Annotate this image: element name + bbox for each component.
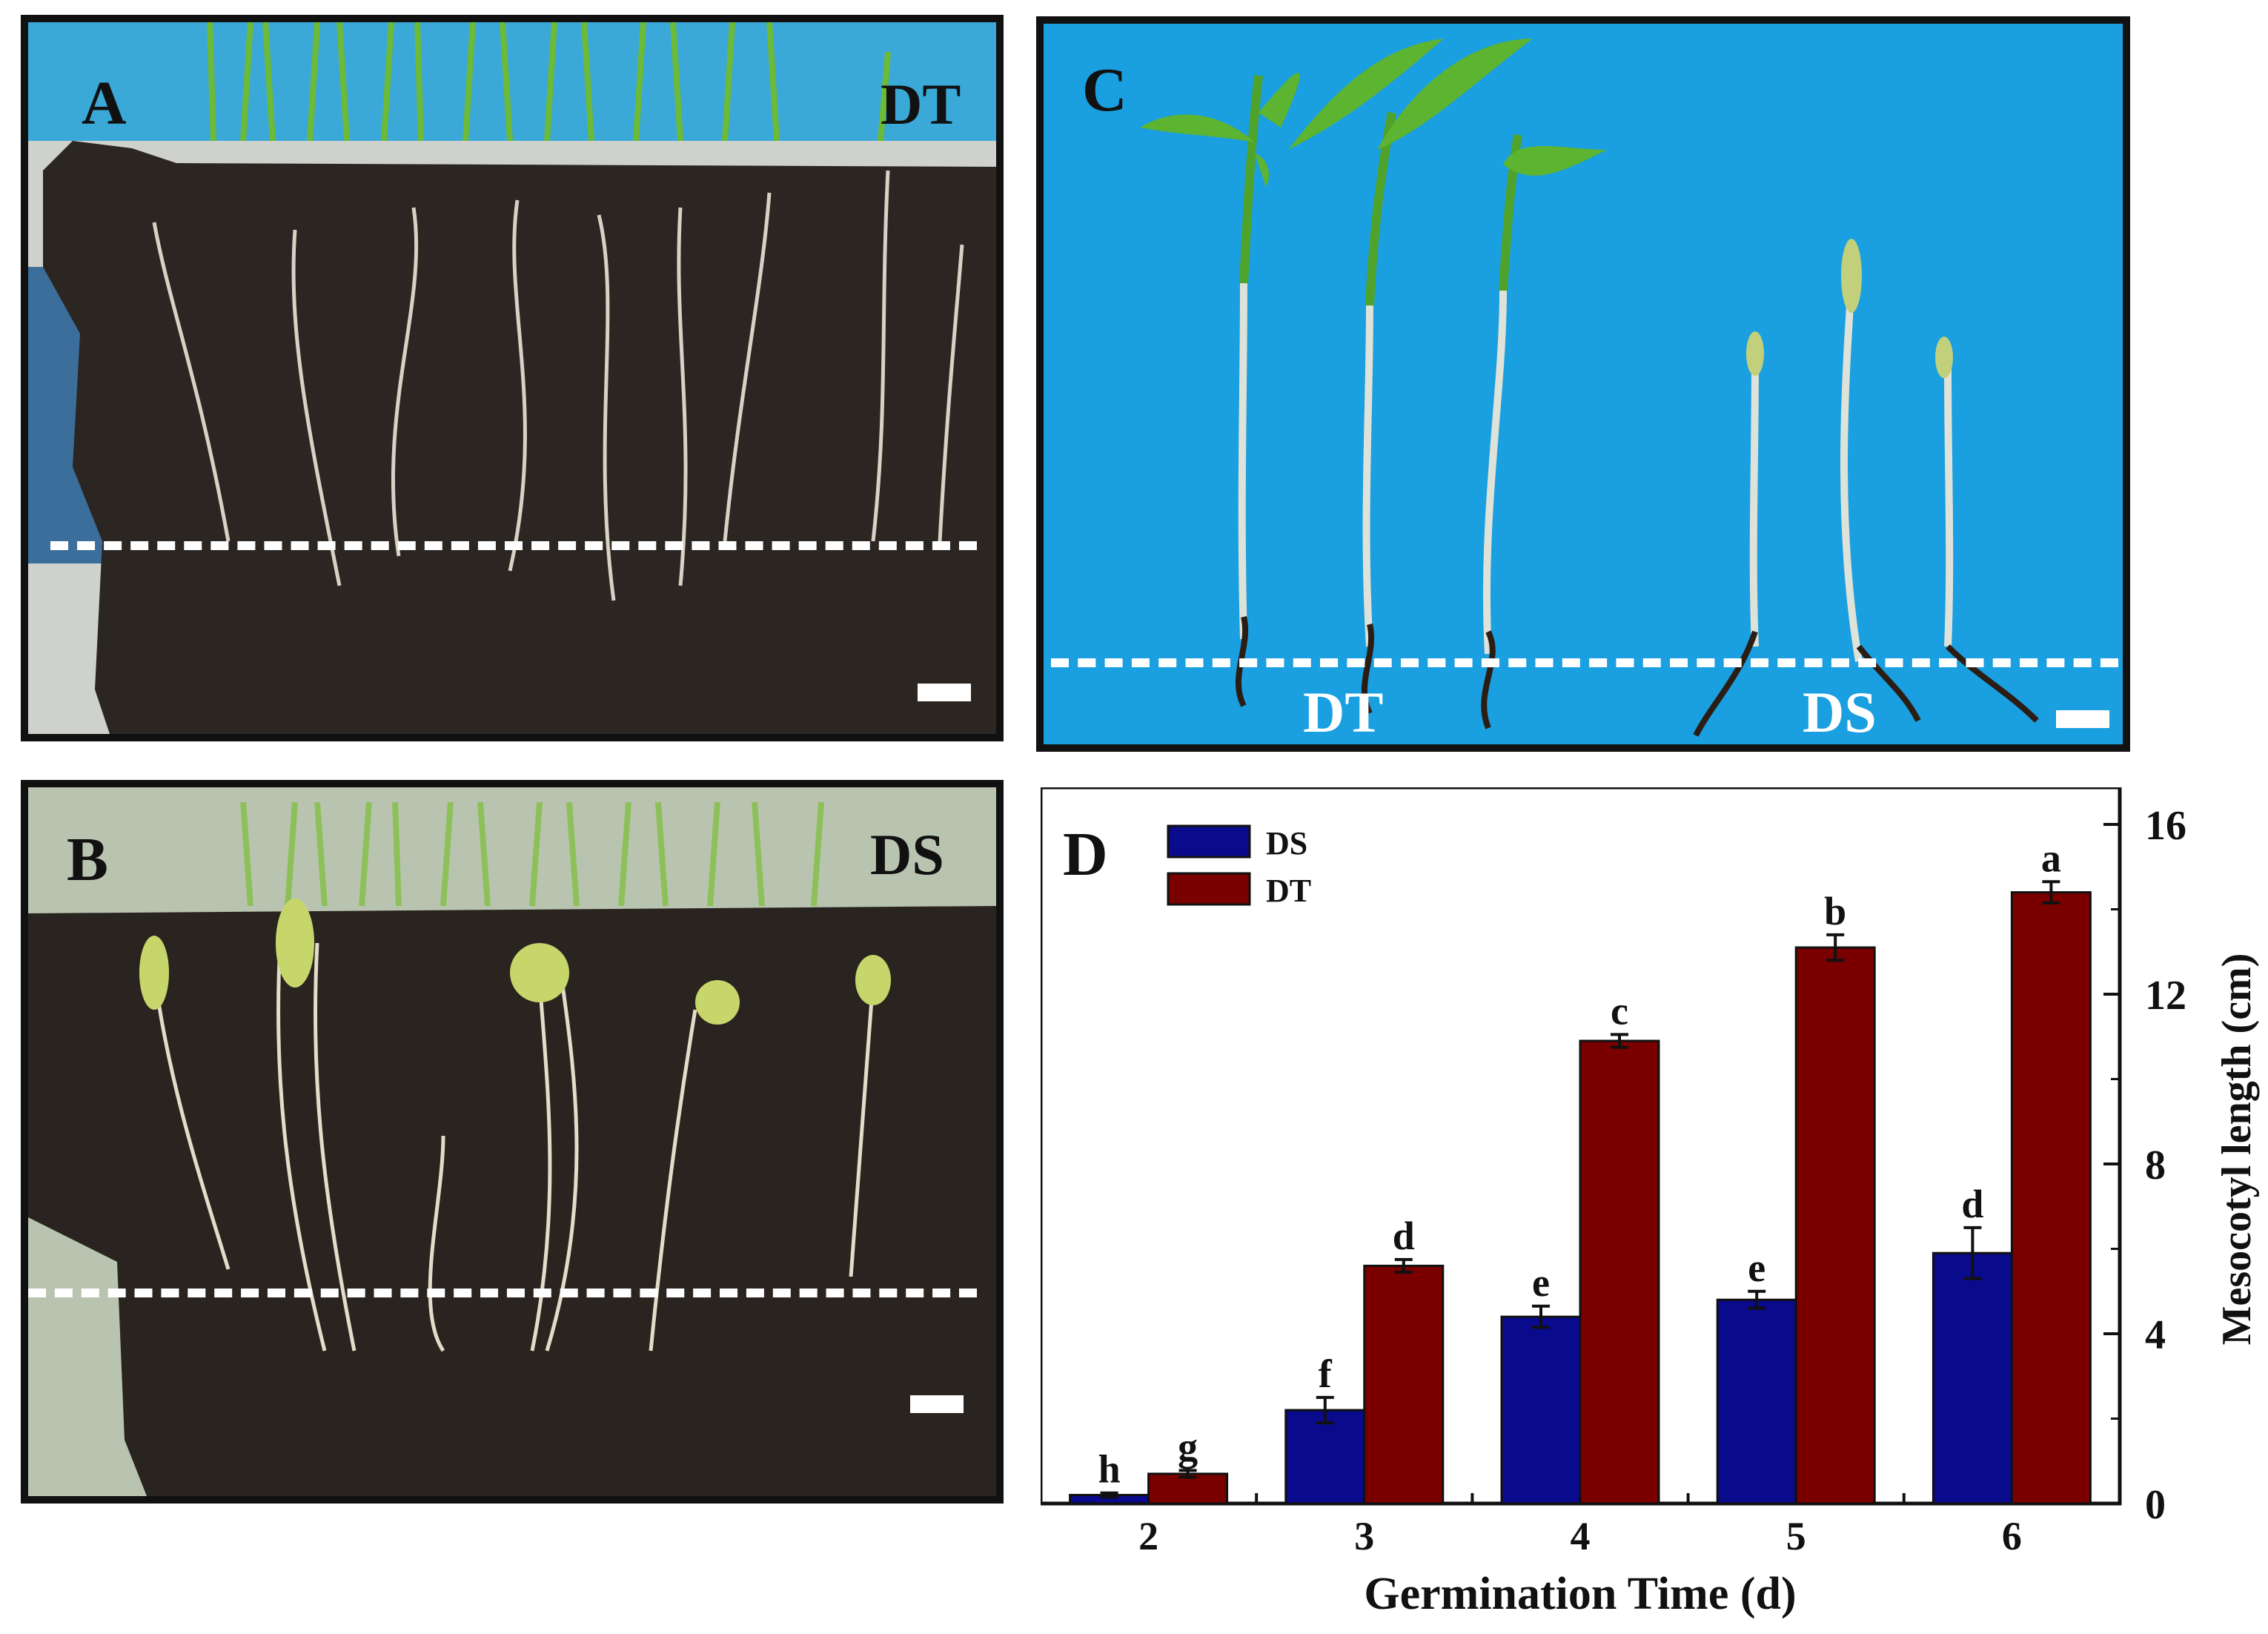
panel-c-dt-label: DT [1303,680,1384,744]
bar-dt-6 [2010,891,2092,1505]
significance-letter-dt-2: g [1178,1424,1198,1469]
bar-dt-3 [1363,1264,1445,1505]
y-tick-label: 16 [2145,803,2186,849]
legend-dt-swatch [1167,872,1251,906]
x-tick-label: 2 [1138,1514,1158,1558]
significance-letter-ds-3: f [1319,1352,1333,1396]
significance-letter-ds-6: d [1961,1182,1983,1226]
error-bar-ds-5 [1748,1289,1766,1310]
error-bar-dt-5 [1826,933,1845,962]
significance-letter-dt-3: d [1393,1214,1415,1258]
panel-b-photo: B DS [21,780,1004,1504]
x-tick-label: 6 [2002,1514,2022,1558]
bar-dt-4 [1579,1039,1660,1505]
bar-ds-6 [1932,1251,2013,1505]
error-bar-dt-2 [1178,1469,1197,1479]
x-tick-label: 3 [1354,1514,1374,1558]
error-bar-ds-6 [1963,1226,1982,1280]
bar-ds-5 [1716,1298,1797,1505]
panel-c-label: C [1082,56,1127,125]
error-bar-dt-4 [1611,1033,1628,1049]
bar-dt-5 [1794,946,1876,1505]
panel-a-treatment-label: DT [881,72,961,136]
panel-d-label: D [1063,820,1108,889]
significance-letter-ds-4: e [1532,1260,1550,1305]
significance-letter-dt-5: b [1824,889,1846,933]
bar-ds-4 [1500,1315,1582,1505]
panel-c-ds-label: DS [1803,680,1877,744]
error-bar-dt-3 [1394,1257,1413,1274]
legend-ds-swatch [1167,824,1251,859]
panel-a-label: A [82,69,127,138]
soil-profile-dt-image [28,22,996,734]
scale-bar [2056,710,2109,728]
y-tick-label: 8 [2145,1142,2166,1188]
significance-letter-ds-2: h [1098,1447,1121,1492]
scale-bar [910,1395,964,1413]
x-tick-label: 4 [1571,1514,1591,1558]
soil-profile-ds-image [28,787,996,1496]
significance-letter-dt-4: c [1611,988,1628,1033]
y-tick-label: 12 [2145,973,2186,1019]
bar-ds-3 [1284,1409,1366,1505]
y-tick-label: 0 [2145,1482,2166,1528]
error-bar-ds-4 [1532,1304,1550,1329]
soil-depth-dashed-line [28,1289,977,1297]
x-tick-label: 5 [1786,1514,1806,1558]
panel-c-photo: C DT DS [1036,16,2130,752]
legend-ds-label: DS [1266,825,1307,861]
error-bar-ds-3 [1316,1395,1334,1425]
panel-b-label: B [67,825,109,894]
soil-depth-dashed-line [50,541,977,550]
seedlings-comparison-image [1044,24,2123,744]
panel-a-photo: A DT [21,15,1004,741]
panel-b-treatment-label: DS [870,822,944,887]
significance-letter-dt-6: a [2041,836,2061,880]
y-axis-label: Mesocotyl length (cm) [2214,953,2260,1346]
significance-letter-ds-5: e [1748,1246,1765,1290]
error-bar-dt-6 [2042,880,2060,904]
error-bar-ds-2 [1100,1491,1118,1499]
y-tick-label: 4 [2145,1312,2166,1358]
mesocotyl-length-chart: D DS DT h g f d e c e b d a 0 4 8 12 16 2 3 4 5 6 Mesocot… [1041,787,2260,1619]
x-axis-label: Germination Time (d) [1364,1569,1796,1619]
scale-bar [918,684,971,701]
bar-dt-2 [1147,1472,1229,1505]
legend-dt-label: DT [1266,873,1311,909]
reference-dashed-line [1051,658,2118,667]
